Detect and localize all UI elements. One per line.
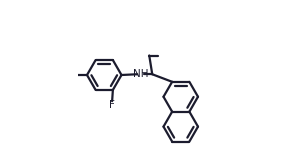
Text: F: F — [109, 100, 115, 110]
Text: NH: NH — [132, 69, 148, 79]
